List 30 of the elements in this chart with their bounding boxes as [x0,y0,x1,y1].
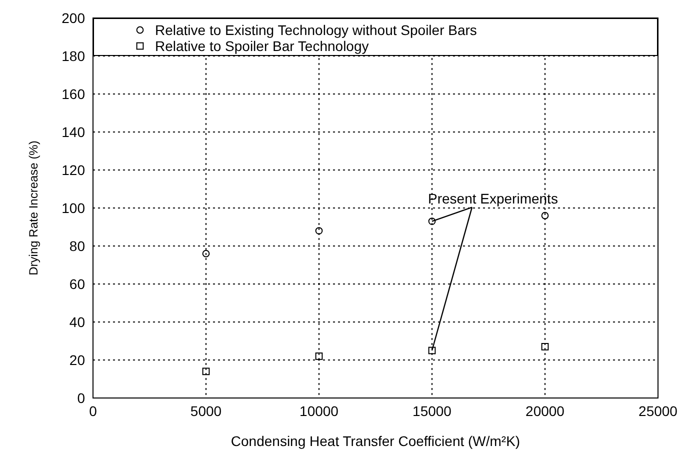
y-tick-label: 140 [62,124,86,140]
point [202,368,210,376]
point [202,250,210,258]
point [315,227,323,234]
x-tick-label: 15000 [412,402,452,419]
y-tick-label: 100 [62,200,86,216]
y-tick-label: 40 [69,314,86,330]
x-tick-label: 0 [89,402,98,419]
y-tick-label: 80 [69,238,86,254]
point [428,218,436,225]
y-tick-label: 200 [62,10,86,26]
x-tick-label: 25000 [638,402,678,419]
y-tick-label: 20 [69,352,86,368]
point [315,352,323,360]
legend-label: Relative to Spoiler Bar Technology [155,38,369,54]
annotation: Present Experiments [428,190,558,206]
y-tick-label: 60 [69,276,86,292]
point [541,343,549,350]
point [428,346,436,354]
y-tick-label: 180 [62,48,86,64]
y-axis-title: Drying Rate Increase (%) [26,140,40,276]
x-tick-label: 5000 [190,402,222,419]
y-tick-label: 0 [77,390,86,406]
y-tick-label: 120 [62,162,86,178]
y-tick-label: 160 [62,86,86,102]
legend-label: Relative to Existing Technology without Spoiler Bars [155,22,477,38]
x-tick-label: 10000 [300,402,339,419]
x-tick-label: 20000 [526,402,565,419]
x-axis-title: Condensing Heat Transfer Coefficient (W/m²K) [230,433,520,449]
point [541,212,549,220]
